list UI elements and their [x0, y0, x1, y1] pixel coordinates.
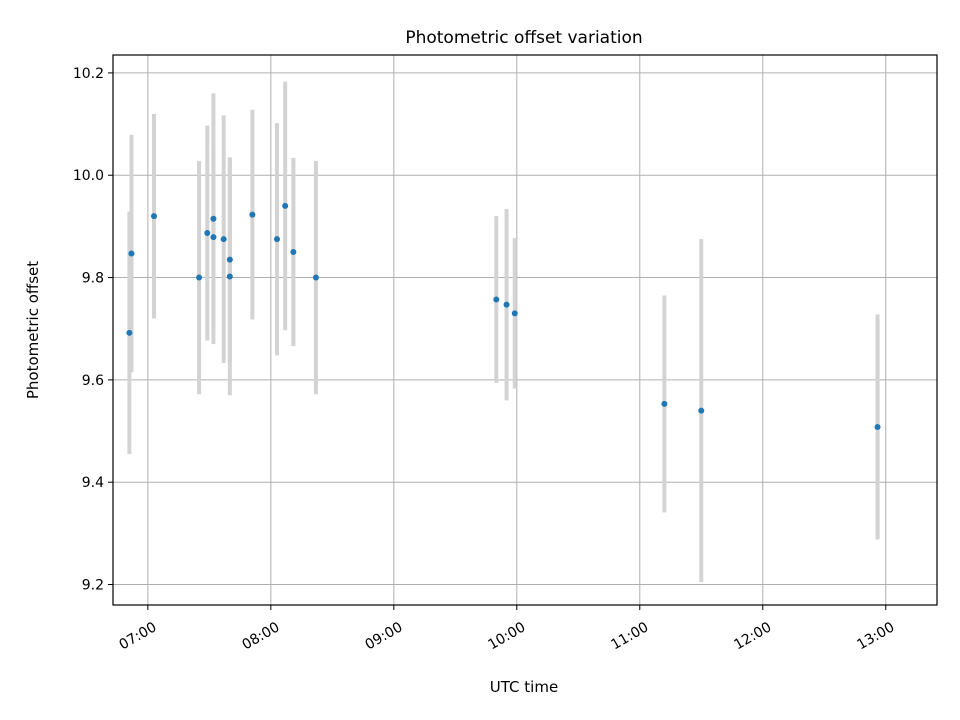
y-tick-label: 10.2: [73, 66, 104, 82]
data-point: [698, 407, 705, 414]
data-point: [210, 234, 217, 241]
data-point: [204, 230, 211, 237]
data-point: [210, 215, 217, 222]
data-point: [273, 236, 280, 243]
data-point: [282, 202, 289, 209]
y-tick-label: 9.2: [82, 578, 104, 594]
data-point: [226, 256, 233, 263]
data-point: [150, 213, 157, 220]
data-point: [312, 274, 319, 281]
data-point: [290, 248, 297, 255]
y-axis-ticks: 9.2 9.4 9.6 9.8 10.0 10.2: [73, 66, 113, 594]
data-point: [503, 301, 510, 308]
data-point: [220, 236, 227, 243]
data-point: [128, 250, 135, 257]
data-point: [511, 310, 518, 317]
data-point: [226, 273, 233, 280]
grid: [113, 55, 937, 605]
x-axis-label: UTC time: [490, 678, 558, 696]
y-axis-label: Photometric offset: [24, 261, 42, 399]
plot-frame: [112, 54, 938, 606]
y-tick-label: 10.0: [73, 168, 104, 184]
y-tick-label: 9.8: [82, 271, 104, 287]
y-tick-label: 9.4: [82, 475, 104, 491]
data-point: [874, 423, 881, 430]
data-point: [661, 400, 668, 407]
data-point: [126, 329, 133, 336]
chart-title: Photometric offset variation: [405, 28, 642, 48]
y-tick-label: 9.6: [82, 373, 104, 389]
data-point: [493, 296, 500, 303]
data-point: [249, 211, 256, 218]
data-point: [196, 274, 203, 281]
data-points: [126, 202, 881, 430]
